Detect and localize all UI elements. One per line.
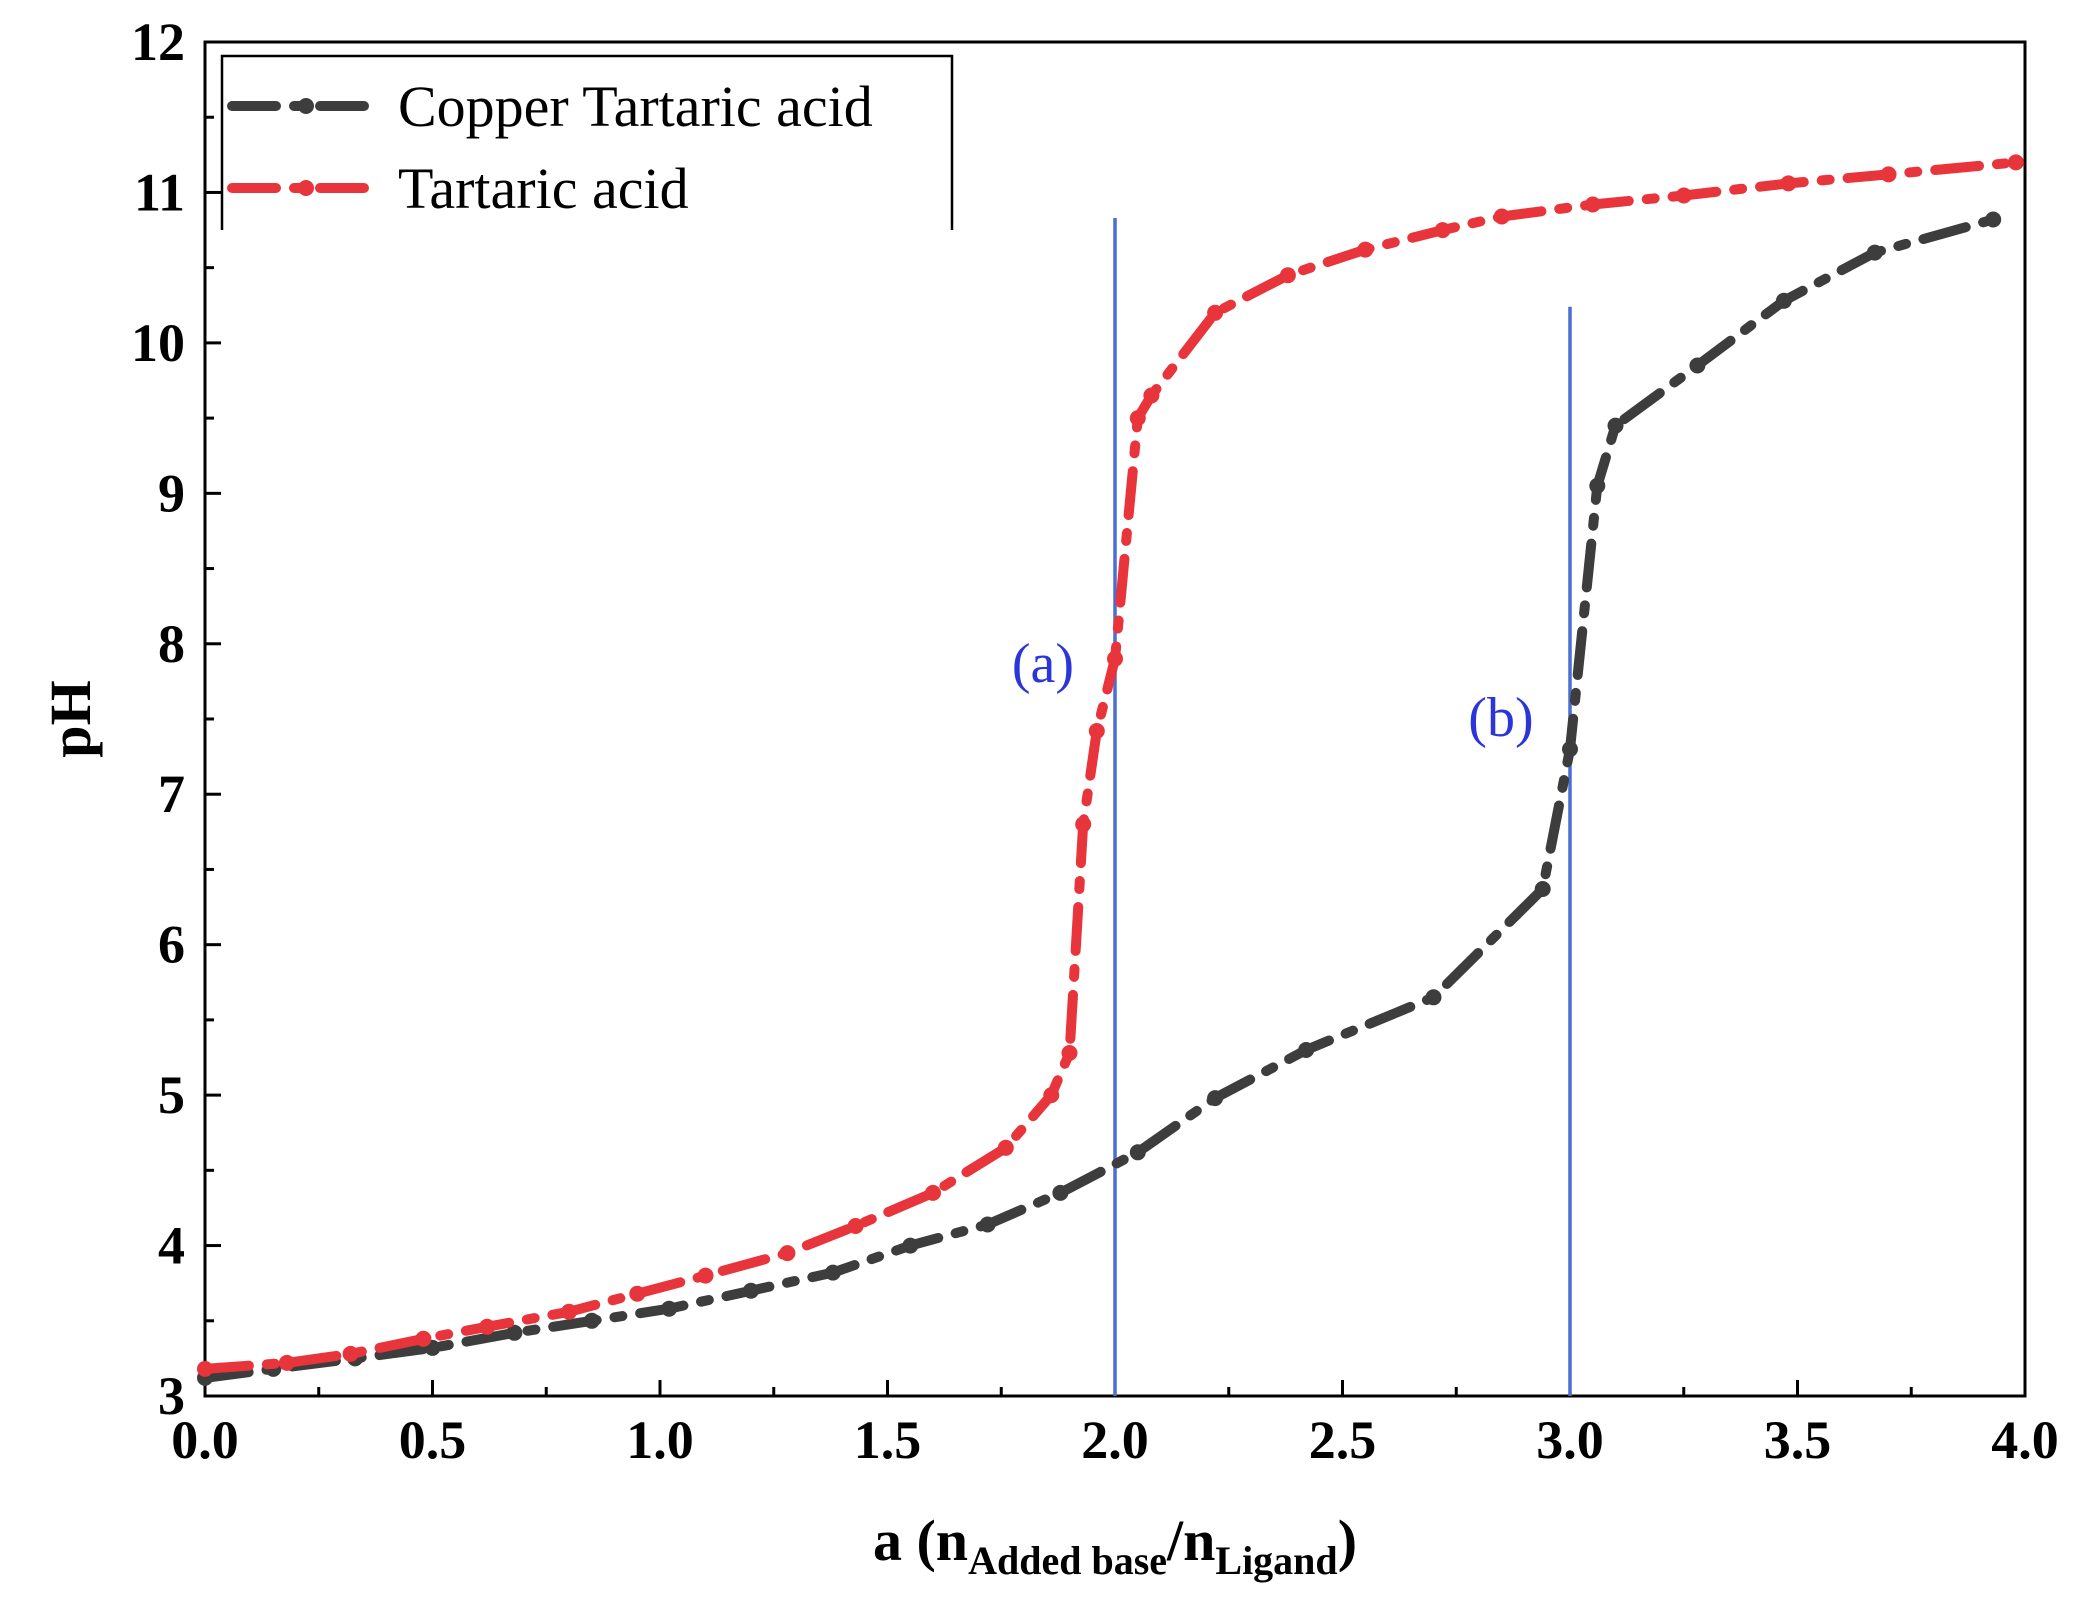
data-point [2007, 154, 2024, 171]
data-point [479, 1318, 496, 1335]
data-point [925, 1184, 941, 1201]
data-point [1075, 816, 1092, 833]
data-point [583, 1312, 600, 1329]
data-point [1880, 166, 1897, 183]
x-tick-label: 2.5 [1309, 1410, 1377, 1470]
x-tick-label: 2.0 [1081, 1410, 1149, 1470]
data-point [1088, 723, 1105, 739]
series-group [197, 211, 2002, 1386]
series-line [200, 214, 1999, 1383]
legend-items: Copper Tartaric acid Tartaric acid [227, 74, 873, 221]
legend-frame [220, 54, 954, 230]
legend-item: Tartaric acid [227, 156, 689, 221]
annotation-label: (b) [1468, 687, 1533, 749]
y-tick-label: 10 [131, 313, 185, 373]
x-tick-label: 4.0 [1991, 1410, 2059, 1470]
x-axis-title-mid: /n [1166, 1508, 1215, 1573]
data-point [1052, 1184, 1069, 1201]
data-point [779, 1245, 796, 1262]
x-tick-label: 0.5 [399, 1410, 467, 1470]
data-point [1589, 477, 1606, 494]
y-tick-label: 11 [134, 162, 185, 222]
y-axis-title: pH [38, 680, 103, 757]
data-point [1434, 222, 1451, 239]
data-point [1298, 1042, 1315, 1058]
y-tick-label: 9 [158, 463, 185, 523]
data-point [415, 1330, 432, 1347]
data-point [1675, 187, 1692, 204]
x-axis-title-sub2: Ligand [1215, 1538, 1337, 1583]
data-point [979, 1216, 996, 1233]
data-point [1357, 241, 1374, 258]
data-point [1493, 208, 1510, 225]
y-tick-label: 5 [158, 1065, 185, 1125]
x-axis-tick-labels: 0.0 0.5 1.0 1.5 2.0 2.5 3.0 3.5 4.0 [171, 1410, 2059, 1470]
data-point [629, 1285, 646, 1302]
y-tick-label: 12 [131, 12, 185, 72]
data-point [1425, 989, 1442, 1006]
data-point [1129, 1144, 1146, 1161]
data-point [1061, 1045, 1078, 1061]
y-tick-label: 6 [158, 915, 185, 975]
series-group [197, 154, 2024, 1377]
y-tick-label: 3 [158, 1366, 185, 1426]
data-point [1775, 292, 1792, 309]
x-axis-title-prefix: a (n [873, 1508, 968, 1573]
x-tick-label: 3.0 [1536, 1410, 1604, 1470]
data-point [661, 1300, 678, 1317]
data-point [1107, 650, 1123, 667]
x-axis-title: a (nAdded base/nLigand) [873, 1508, 1357, 1583]
series-layer [197, 154, 2024, 1386]
data-point [1780, 175, 1797, 192]
x-axis-title-sub1: Added base [968, 1538, 1167, 1583]
x-tick-label: 3.5 [1764, 1410, 1832, 1470]
data-point [1143, 387, 1160, 404]
x-tick-label: 1.5 [854, 1410, 922, 1470]
annotation-layer: (a) (b) [1012, 633, 1534, 749]
data-point [902, 1237, 919, 1254]
annotation-label: (a) [1012, 633, 1074, 695]
y-axis-tick-labels: 3 4 5 6 7 8 9 10 11 12 [131, 12, 185, 1426]
data-point [1129, 410, 1146, 427]
data-point [1584, 196, 1601, 213]
data-point [1562, 741, 1578, 758]
data-point [342, 1345, 359, 1362]
y-tick-label: 7 [158, 764, 185, 824]
legend-label: Tartaric acid [398, 156, 689, 221]
data-point [1207, 1090, 1224, 1107]
data-point [278, 1354, 295, 1371]
legend-swatch-marker [298, 98, 314, 114]
data-point [1985, 211, 2002, 228]
y-tick-label: 4 [158, 1216, 185, 1276]
data-point [561, 1303, 577, 1320]
x-axis-title-suffix: ) [1338, 1508, 1357, 1573]
data-point [506, 1324, 523, 1341]
x-tick-label: 1.0 [626, 1410, 694, 1470]
data-point [824, 1264, 841, 1281]
x-tick-label: 0.0 [171, 1410, 239, 1470]
data-point [1607, 417, 1624, 434]
data-point [1043, 1087, 1060, 1104]
data-point [1866, 244, 1883, 261]
legend-swatch-marker [298, 180, 314, 196]
data-point [1279, 267, 1296, 284]
legend-item: Copper Tartaric acid [227, 74, 873, 139]
data-point [743, 1282, 759, 1299]
data-point [1207, 304, 1224, 321]
data-point [697, 1267, 714, 1284]
legend-label: Copper Tartaric acid [398, 74, 873, 139]
data-point [1689, 357, 1706, 374]
data-point [197, 1360, 213, 1377]
legend: Copper Tartaric acid Tartaric acid [220, 54, 954, 230]
y-tick-label: 8 [158, 614, 185, 674]
equivalence-lines [1113, 218, 1572, 1396]
data-point [997, 1139, 1014, 1156]
data-point [847, 1218, 864, 1234]
y-axis-ticks [205, 40, 221, 1398]
data-point [1534, 881, 1551, 897]
